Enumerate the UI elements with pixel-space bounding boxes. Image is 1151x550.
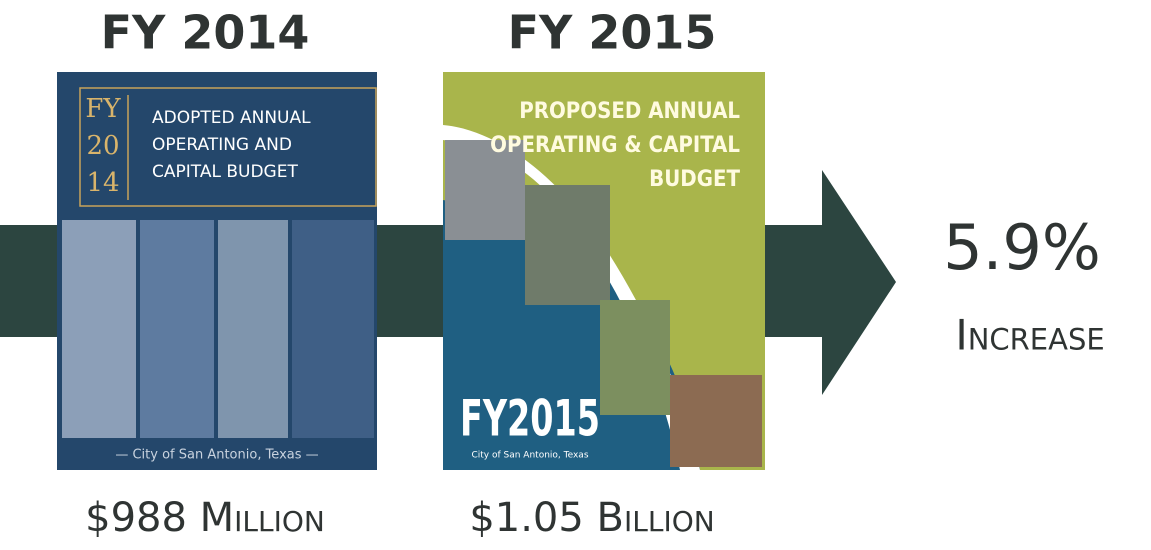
cover-year: FY2015 (460, 390, 600, 448)
cover-frame (79, 87, 377, 207)
fy2015-label: FY 2015 (508, 6, 717, 60)
cover-title: PROPOSED ANNUAL (519, 99, 740, 124)
fy2014-label: FY 2014 (101, 6, 310, 60)
increase-value: 5.9% (943, 211, 1101, 284)
cover-year: FY (85, 94, 121, 124)
photo (62, 220, 136, 438)
cover-2014: FY 20 14 ADOPTED ANNUAL OPERATING AND CA… (57, 72, 377, 470)
photo (218, 220, 288, 438)
photo (292, 220, 374, 438)
photo (670, 375, 762, 467)
photo (140, 220, 214, 438)
cover-title: BUDGET (649, 167, 740, 192)
cover-title: OPERATING AND (152, 135, 292, 155)
cover-year: 20 (86, 131, 119, 161)
cover-title: CAPITAL BUDGET (152, 162, 298, 182)
cover-footer: City of San Antonio, Texas (471, 451, 588, 461)
cover-title: OPERATING & CAPITAL (490, 133, 740, 158)
photo (525, 185, 610, 305)
cover-2015: PROPOSED ANNUAL OPERATING & CAPITAL BUDG… (443, 72, 765, 470)
photo (445, 140, 525, 240)
fy2015-amount: $1.05 Billion (469, 495, 714, 541)
cover-year: 14 (86, 168, 119, 198)
increase-label: Increase (955, 311, 1104, 360)
photo (600, 300, 670, 415)
fy2014-amount: $988 Million (85, 495, 325, 541)
cover-footer: — City of San Antonio, Texas — (115, 448, 318, 463)
cover-title: ADOPTED ANNUAL (152, 108, 311, 128)
